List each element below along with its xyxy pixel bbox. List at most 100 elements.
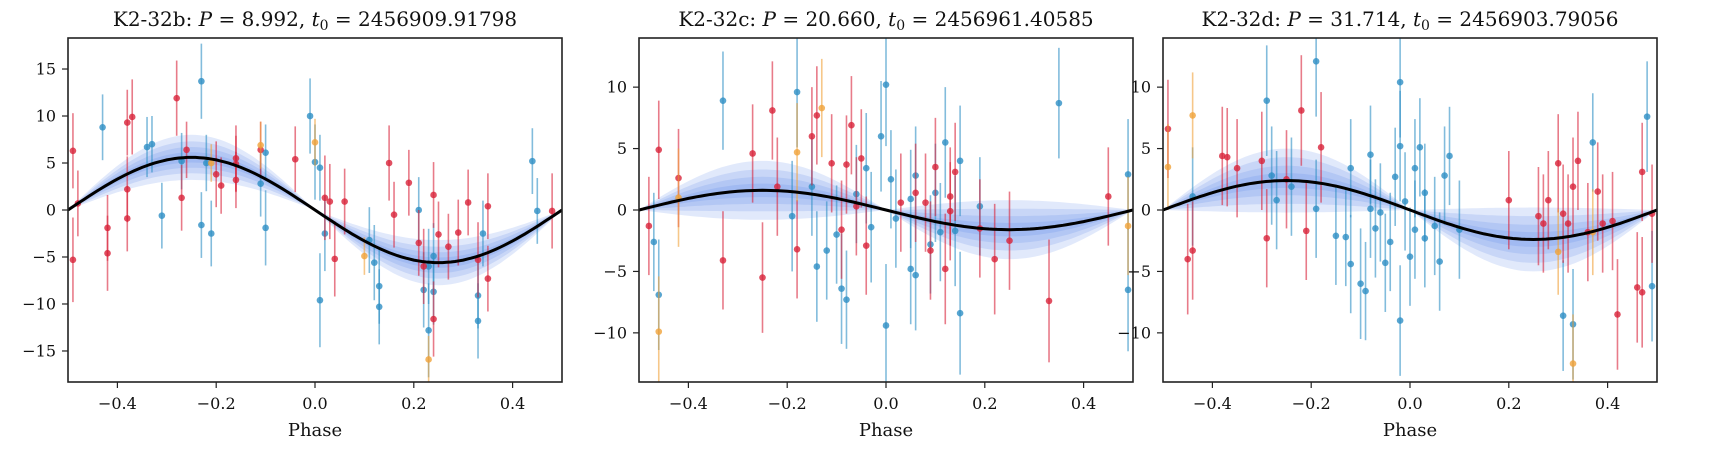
data-point: [1317, 144, 1325, 151]
data-point: [1391, 173, 1399, 181]
plot-area: [1163, 38, 1657, 382]
y-tick-label: 10: [607, 78, 627, 97]
data-point: [198, 221, 205, 229]
data-point: [1396, 78, 1404, 86]
y-tick-label: −5: [603, 262, 627, 281]
data-point: [1298, 107, 1305, 114]
data-point: [843, 296, 850, 303]
data-point: [484, 275, 492, 282]
x-tick-label: 0.2: [401, 394, 426, 413]
data-point: [425, 327, 432, 334]
data-point: [808, 132, 816, 140]
x-tick-label: −0.4: [98, 394, 137, 413]
x-tick-label: −0.2: [768, 394, 807, 413]
data-point: [1288, 183, 1295, 190]
data-point: [207, 230, 215, 237]
data-point: [1505, 196, 1513, 204]
data-point: [1554, 160, 1562, 167]
data-point: [430, 252, 437, 260]
y-tick-label: −10: [22, 294, 56, 313]
data-point: [123, 119, 131, 126]
y-tick-label: 0: [617, 201, 627, 220]
x-axis-label: Phase: [859, 420, 913, 441]
data-point: [907, 265, 914, 273]
data-point: [823, 247, 831, 254]
data-point: [262, 224, 269, 232]
data-point: [749, 150, 756, 157]
x-tick-label: 0.2: [1496, 394, 1521, 413]
x-tick-label: −0.2: [1292, 394, 1331, 413]
data-point: [1559, 210, 1567, 217]
data-point: [956, 309, 964, 317]
data-point: [655, 328, 663, 335]
data-point: [123, 215, 131, 222]
data-point: [882, 322, 890, 329]
data-point: [415, 239, 423, 247]
data-point: [370, 259, 378, 266]
data-point: [1574, 157, 1582, 165]
y-tick-label: 10: [36, 107, 56, 126]
data-point: [1233, 164, 1241, 172]
data-point: [887, 175, 895, 183]
data-point: [1357, 280, 1364, 288]
data-point: [813, 112, 821, 119]
data-point: [818, 104, 826, 112]
data-point: [719, 97, 727, 104]
data-point: [833, 231, 840, 238]
data-point: [1411, 226, 1419, 233]
data-point: [1263, 234, 1271, 242]
data-point: [1545, 196, 1552, 204]
data-point: [1411, 164, 1419, 172]
data-point: [178, 194, 185, 202]
series-instrument-orange: [207, 118, 432, 382]
data-point: [1377, 209, 1384, 216]
y-tick-label: 5: [46, 154, 56, 173]
series-instrument-blue: [1189, 38, 1656, 380]
data-point: [257, 141, 264, 149]
data-point: [178, 157, 185, 165]
data-point: [548, 207, 556, 215]
data-point: [793, 246, 801, 253]
data-point: [862, 242, 870, 249]
data-point: [1614, 311, 1621, 318]
data-point: [1312, 58, 1320, 65]
panel-title: K2-32b: P = 8.992, t0 = 2456909.91798: [113, 7, 517, 34]
data-point: [1124, 286, 1132, 294]
y-tick-label: 0: [46, 201, 56, 220]
data-point: [1045, 297, 1053, 305]
data-point: [203, 159, 210, 167]
data-point: [207, 159, 215, 167]
plot-area: [639, 38, 1133, 382]
data-point: [1396, 317, 1404, 324]
data-point: [1643, 113, 1651, 120]
data-point: [212, 170, 220, 178]
y-tick-label: −5: [1127, 262, 1151, 281]
data-point: [375, 303, 383, 311]
data-point: [788, 212, 796, 220]
data-point: [405, 179, 413, 187]
data-point: [1441, 172, 1448, 179]
data-point: [1302, 227, 1310, 235]
data-point: [1554, 248, 1562, 256]
data-point: [198, 77, 205, 85]
data-point: [1342, 233, 1350, 241]
data-point: [1638, 289, 1646, 296]
data-point: [143, 143, 151, 151]
data-point: [892, 215, 900, 222]
y-tick-label: 10: [1131, 78, 1151, 97]
data-point: [1055, 99, 1063, 107]
data-point: [907, 195, 914, 203]
y-tick-label: −15: [22, 341, 56, 360]
data-point: [69, 147, 77, 155]
data-point: [946, 193, 954, 200]
data-point: [128, 113, 136, 121]
data-point: [1312, 205, 1320, 213]
data-point: [912, 189, 919, 197]
data-point: [937, 228, 944, 236]
data-point: [1184, 255, 1191, 263]
data-point: [1372, 225, 1379, 232]
data-point: [941, 139, 949, 146]
y-tick-label: 0: [1141, 201, 1151, 220]
data-point: [341, 198, 348, 205]
